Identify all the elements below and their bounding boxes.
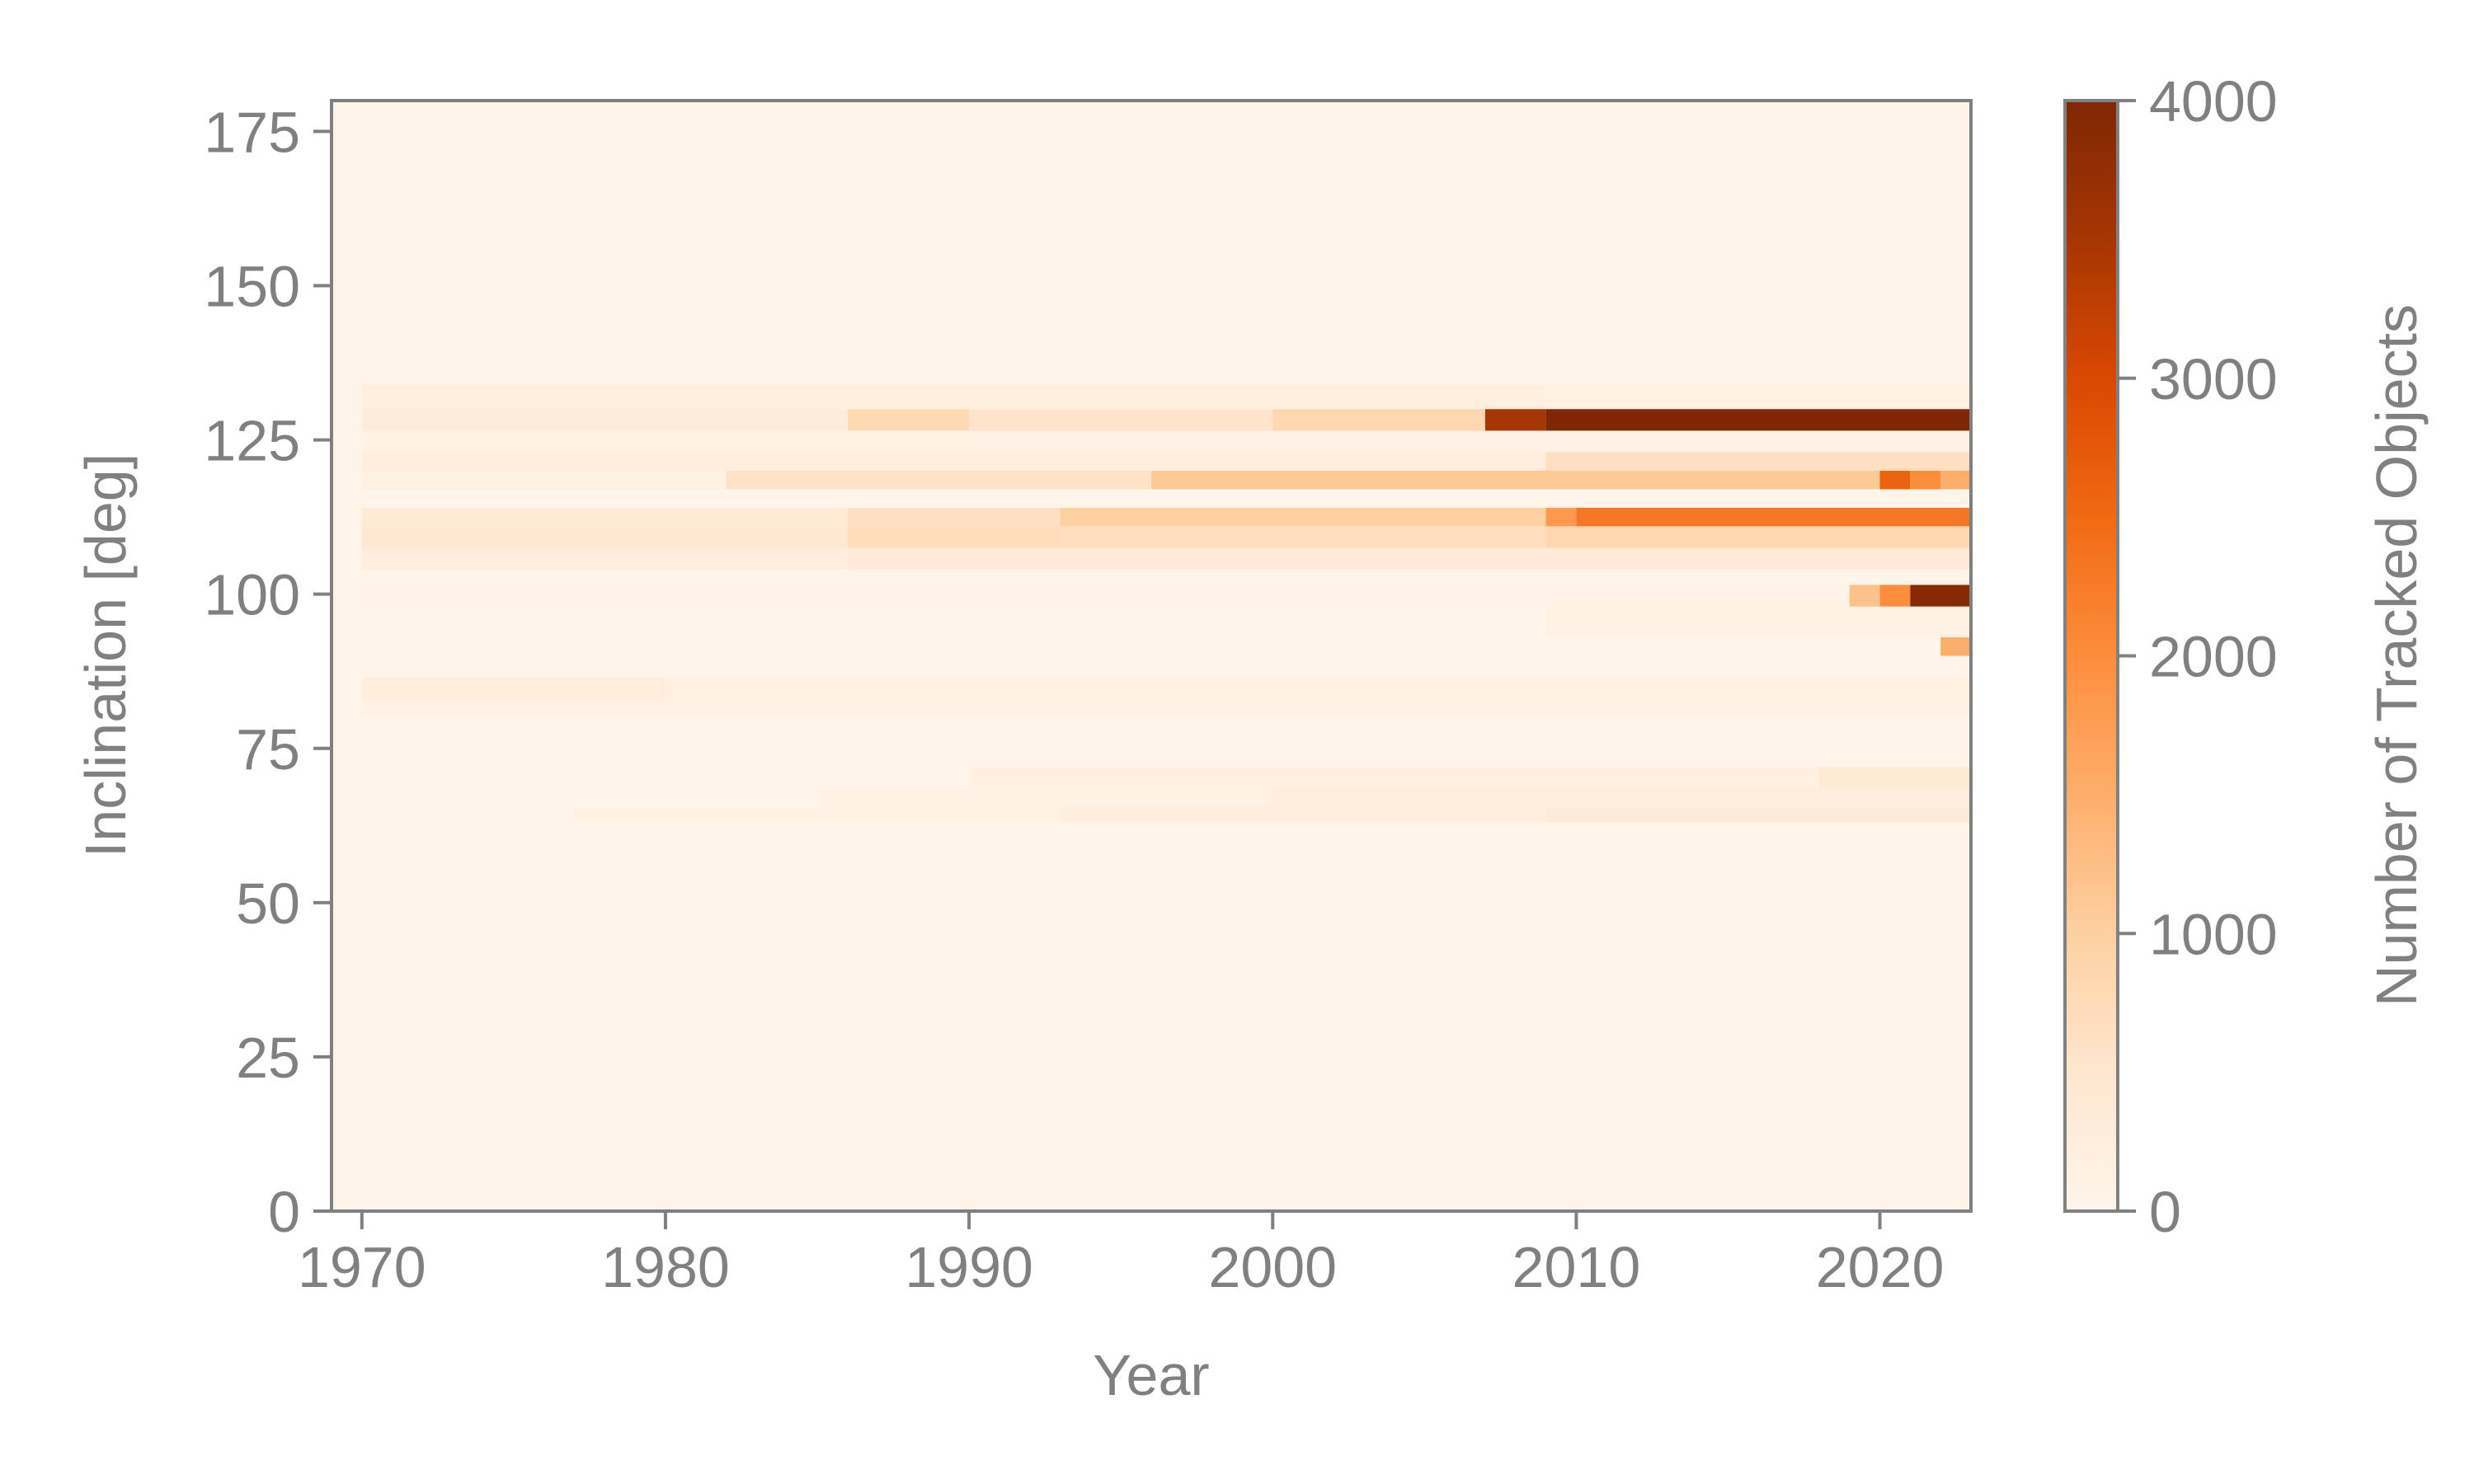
y-tick-label: 150 — [204, 255, 300, 319]
heatmap-cell — [1060, 507, 1546, 527]
y-axis: 0 25 50 75 100 125 150 175 — [204, 100, 332, 1244]
heatmap-cell — [1272, 788, 1971, 807]
y-tick-label: 100 — [204, 563, 300, 627]
heatmap-cell — [847, 409, 970, 431]
colorbar-axis: 0 1000 2000 3000 4000 — [2118, 69, 2278, 1244]
colorbar — [2063, 99, 2119, 1213]
heatmap-cell — [1545, 409, 1971, 431]
heatmap-cell — [1545, 452, 1971, 471]
colorbar-tick-label: 4000 — [2149, 69, 2278, 134]
heatmap-cell — [1272, 409, 1485, 431]
heatmap-cell — [1545, 526, 1971, 548]
heatmap-cell — [361, 526, 848, 548]
heatmap-cell — [361, 507, 848, 527]
heatmap-cell — [847, 547, 1971, 570]
heatmap-cell — [1910, 585, 1971, 607]
heatmap-cell — [1545, 384, 1971, 410]
heatmap-cell — [1879, 471, 1911, 490]
y-tick-label: 175 — [204, 100, 300, 164]
x-axis: 1970 1980 1990 2000 2010 2020 — [298, 1211, 1944, 1299]
y-axis-label: Inclination [deg] — [73, 453, 138, 857]
heatmap-cell — [665, 677, 1972, 699]
heatmap-cell — [1545, 507, 1577, 527]
colorbar-label: Number of Tracked Objects — [2364, 304, 2429, 1007]
heatmap-cell — [361, 698, 1971, 718]
x-tick-label: 1980 — [601, 1235, 730, 1299]
colorbar-tick-label: 1000 — [2149, 902, 2278, 966]
y-tick-label: 125 — [204, 409, 300, 473]
heatmap-cell — [574, 806, 1061, 823]
heatmap-cell — [1545, 806, 1971, 823]
heatmap-cell — [1818, 767, 1971, 789]
x-tick-label: 2000 — [1208, 1235, 1337, 1299]
heatmap-cell — [1545, 606, 1971, 638]
x-tick-label: 1990 — [905, 1235, 1033, 1299]
heatmap-cell — [361, 384, 1546, 410]
heatmap-cell — [1576, 507, 1971, 527]
heatmap-cells — [332, 101, 1972, 1211]
heatmap-cell — [817, 788, 1273, 807]
heatmap-cell — [361, 409, 848, 431]
heatmap-cell — [1879, 585, 1911, 607]
heatmap-cell — [361, 677, 666, 699]
heatmap-cell — [361, 585, 1850, 607]
heatmap-cell — [361, 452, 1546, 471]
plot-frame — [330, 99, 1973, 1213]
heatmap-cell — [1940, 471, 1971, 490]
y-tick-label: 50 — [236, 871, 300, 936]
colorbar-tick-label: 3000 — [2149, 347, 2278, 411]
heatmap-cell — [1060, 526, 1546, 548]
heatmap-cell — [1484, 409, 1546, 431]
heatmap-cell — [969, 767, 1819, 789]
heatmap-cell — [1849, 585, 1880, 607]
y-tick-label: 75 — [236, 717, 300, 782]
x-tick-label: 2020 — [1816, 1235, 1945, 1299]
colorbar-tick-label: 0 — [2149, 1180, 2181, 1244]
y-tick-label: 0 — [268, 1180, 300, 1244]
heatmap-cell — [847, 507, 1061, 527]
heatmap-cell — [726, 471, 1151, 490]
heatmap-cell — [847, 526, 1061, 548]
heatmap-cell — [1060, 806, 1546, 823]
colorbar-tick-label: 2000 — [2149, 625, 2278, 689]
heatmap-cell — [1151, 471, 1880, 490]
heatmap-cell — [969, 409, 1273, 431]
y-tick-label: 25 — [236, 1026, 300, 1090]
heatmap-cell — [361, 471, 727, 490]
x-tick-label: 1970 — [298, 1235, 426, 1299]
heatmap-cell — [361, 430, 1971, 453]
x-tick-label: 2010 — [1512, 1235, 1641, 1299]
x-axis-label: Year — [1093, 1343, 1209, 1407]
heatmap-cell — [361, 547, 848, 570]
heatmap-background — [332, 101, 1971, 1211]
heatmap-cell — [1940, 637, 1971, 656]
heatmap-cell — [1910, 471, 1941, 490]
